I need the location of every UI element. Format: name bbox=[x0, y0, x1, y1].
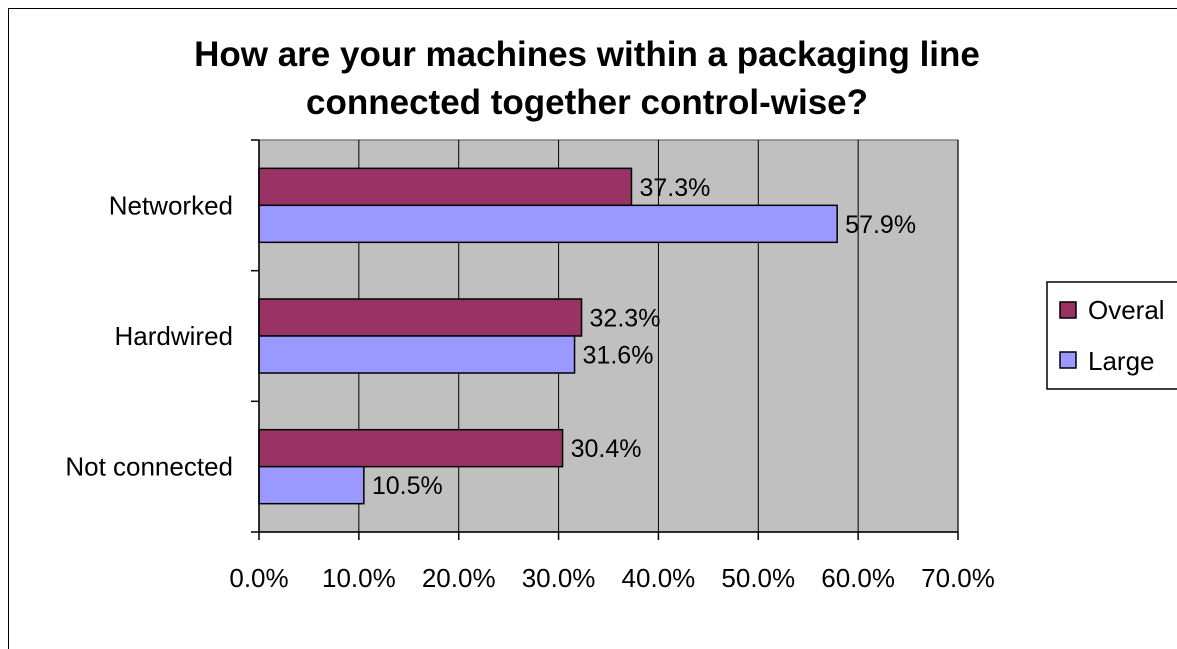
chart-title-line-2: connected together control-wise? bbox=[306, 83, 868, 122]
chart-title-line-1: How are your machines within a packaging… bbox=[194, 35, 980, 74]
bar-overal-hardwired bbox=[258, 298, 583, 337]
chart-frame bbox=[8, 8, 1177, 649]
bar-large-hardwired bbox=[258, 335, 576, 374]
data-label: 37.3% bbox=[639, 174, 710, 202]
legend-swatch-large bbox=[1059, 351, 1077, 369]
bar-large-not-connected bbox=[258, 465, 365, 505]
bars bbox=[258, 167, 838, 505]
category-label: Not connected bbox=[65, 452, 233, 482]
x-tick-label: 40.0% bbox=[622, 563, 696, 593]
data-label: 30.4% bbox=[571, 435, 642, 463]
x-tick-label: 70.0% bbox=[921, 563, 995, 593]
data-label: 31.6% bbox=[583, 342, 654, 370]
data-labels: 37.3% 57.9% 32.3% 31.6% 30.4% 10.5% bbox=[372, 174, 916, 500]
bar-overal-not-connected bbox=[258, 428, 564, 468]
category-label: Hardwired bbox=[115, 321, 234, 351]
legend-label-overal: Overal bbox=[1088, 295, 1165, 325]
x-tick-label: 60.0% bbox=[821, 563, 895, 593]
x-tick-label: 30.0% bbox=[522, 563, 596, 593]
x-tick-label: 50.0% bbox=[721, 563, 795, 593]
bar-overal-networked bbox=[258, 167, 633, 207]
data-label: 57.9% bbox=[845, 211, 916, 239]
legend-box bbox=[1046, 281, 1177, 390]
x-tick-label: 20.0% bbox=[422, 563, 496, 593]
axes: 0.0% 10.0% 20.0% 30.0% 40.0% 50.0% 60.0% 70.0% N… bbox=[65, 139, 995, 593]
x-tick-label: 10.0% bbox=[322, 563, 396, 593]
x-tick-label: 0.0% bbox=[229, 563, 288, 593]
data-label: 10.5% bbox=[372, 472, 443, 500]
category-label: Networked bbox=[109, 190, 233, 220]
data-label: 32.3% bbox=[590, 305, 661, 333]
bar-large-networked bbox=[258, 204, 838, 244]
legend-swatch-overal bbox=[1059, 301, 1077, 319]
legend-label-large: Large bbox=[1088, 346, 1155, 376]
legend: Overal Large bbox=[1046, 281, 1177, 390]
